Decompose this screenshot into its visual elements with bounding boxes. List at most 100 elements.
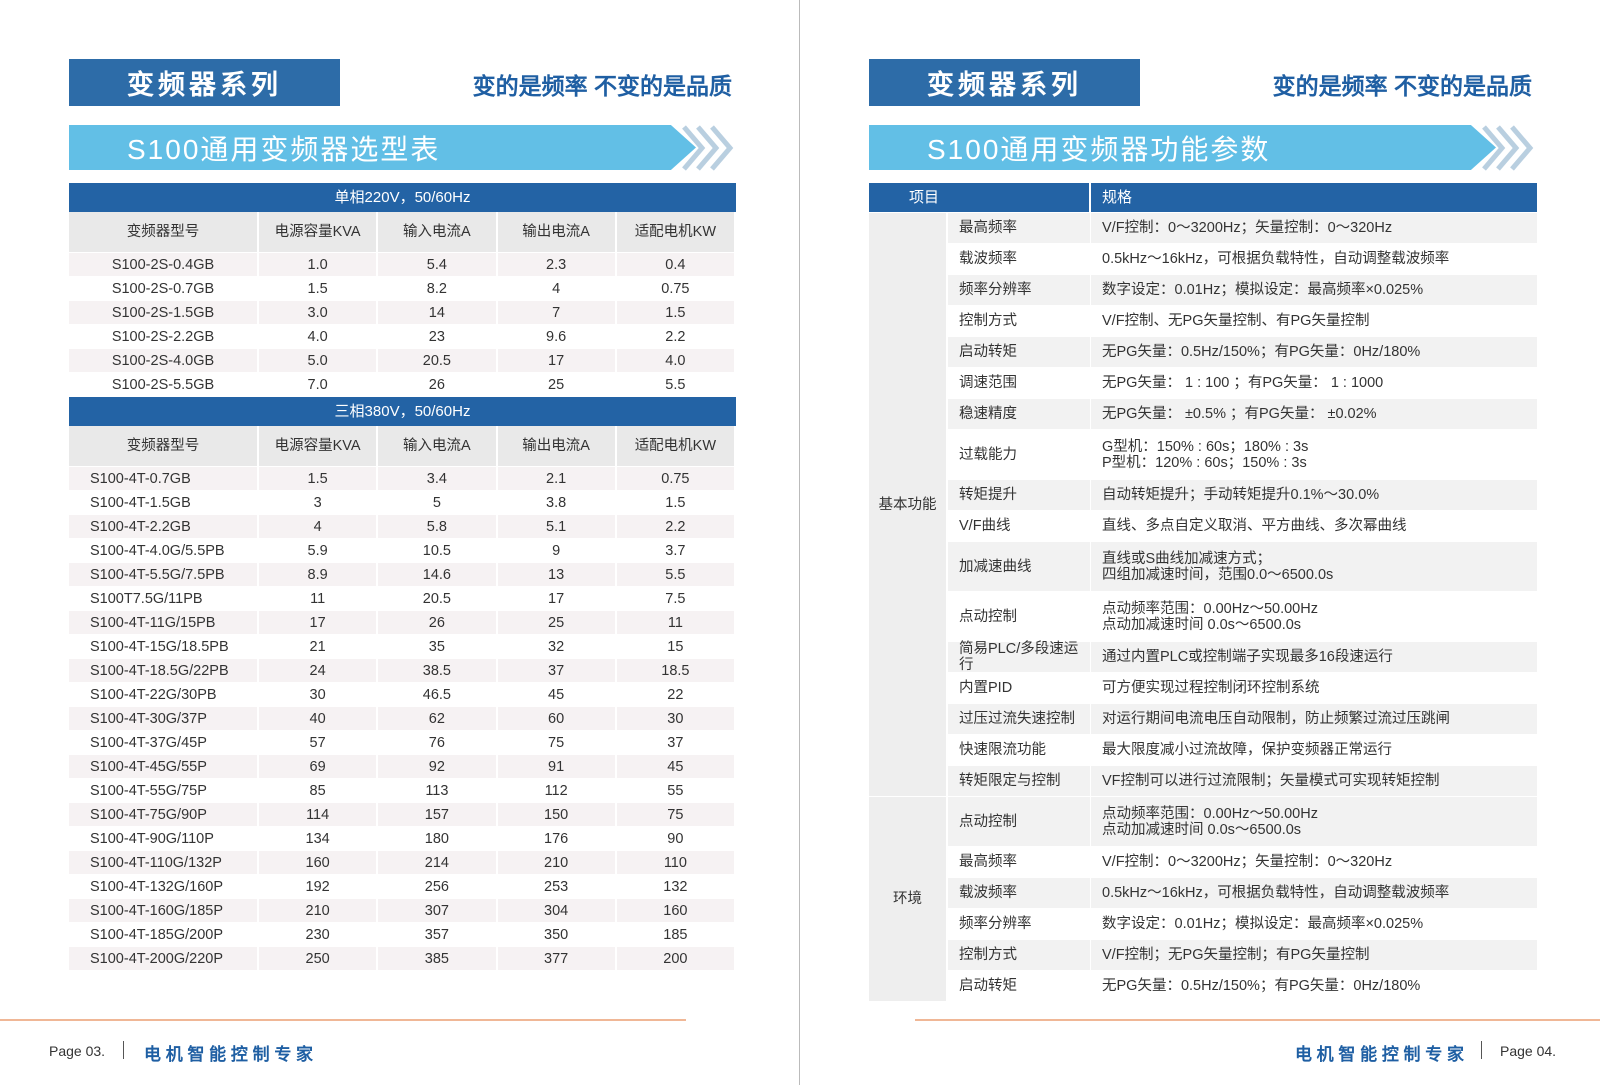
table-cell: 14 — [378, 301, 498, 324]
table-cell: 3.7 — [616, 539, 736, 562]
spec-cell: V/F控制、无PG矢量控制、有PG矢量控制 — [1091, 306, 1537, 336]
table-cell: 3.0 — [259, 301, 379, 324]
column-header: 变频器型号 — [69, 426, 259, 466]
table-cell: 26 — [378, 611, 498, 634]
table-cell: S100-4T-110G/132P — [69, 851, 259, 874]
spec-cell: 0.5kHz～16kHz，可根据负载特性，自动调整载波频率 — [1091, 878, 1537, 908]
item-cell: 稳速精度 — [948, 399, 1090, 429]
table-cell: 160 — [259, 851, 379, 874]
table-cell: S100-4T-15G/18.5PB — [69, 635, 259, 658]
table-cell: 210 — [497, 851, 617, 874]
table-cell: 0.4 — [616, 253, 736, 276]
table-cell: 0.75 — [616, 467, 736, 490]
column-header: 输出电流A — [497, 212, 617, 252]
footer-sep — [1481, 1041, 1482, 1059]
item-cell: 加减速曲线 — [948, 542, 1090, 591]
table-cell: S100-2S-0.7GB — [69, 277, 259, 300]
table-cell: 250 — [259, 947, 379, 970]
table-cell: 26 — [378, 373, 498, 396]
footer-line — [0, 1019, 686, 1021]
table-cell: S100-4T-200G/220P — [69, 947, 259, 970]
table-cell: 114 — [259, 803, 379, 826]
table-cell: 18.5 — [616, 659, 736, 682]
table-cell: 25 — [497, 611, 617, 634]
header-title: 变频器系列 — [869, 59, 1140, 106]
item-cell: 载波频率 — [948, 878, 1090, 908]
table-cell: 112 — [497, 779, 617, 802]
item-cell: 载波频率 — [948, 244, 1090, 274]
table-cell: 45 — [616, 755, 736, 778]
table-cell: 1.5 — [616, 491, 736, 514]
table-cell: 22 — [616, 683, 736, 706]
spec-cell: 直线或S曲线加减速方式； 四组加减速时间，范围0.0～6500.0s — [1091, 542, 1537, 591]
table-cell: 38.5 — [378, 659, 498, 682]
table-cell: S100-4T-1.5GB — [69, 491, 259, 514]
header-title: 变频器系列 — [69, 59, 340, 106]
table-cell: 30 — [259, 683, 379, 706]
footer-sep — [123, 1041, 124, 1059]
table-cell: 0.75 — [616, 277, 736, 300]
table-cell: 1.5 — [616, 301, 736, 324]
section-banner: S100通用变频器选型表 — [69, 125, 696, 170]
group-cell: 基本功能 — [869, 213, 946, 796]
spec-cell: 通过内置PLC或控制端子实现最多16段速运行 — [1091, 642, 1537, 672]
table-cell: 2.3 — [497, 253, 617, 276]
table-cell: 10.5 — [378, 539, 498, 562]
table-cell: 5 — [378, 491, 498, 514]
table-cell: 5.8 — [378, 515, 498, 538]
table-cell: 4 — [259, 515, 379, 538]
table-cell: 62 — [378, 707, 498, 730]
spec-cell: V/F控制：0～3200Hz；矢量控制：0～320Hz — [1091, 847, 1537, 877]
table-cell: 8.2 — [378, 277, 498, 300]
table-cell: 14.6 — [378, 563, 498, 586]
table-cell: 2.2 — [616, 515, 736, 538]
spec-cell: 无PG矢量： ±0.5% ；有PG矢量： ±0.02% — [1091, 399, 1537, 429]
spec-cell: 可方便实现过程控制闭环控制系统 — [1091, 673, 1537, 703]
table-cell: 110 — [616, 851, 736, 874]
slogan: 变的是频率 不变的是品质 — [472, 73, 732, 99]
table-cell: 75 — [497, 731, 617, 754]
group-cell: 环境 — [869, 797, 946, 1001]
table-cell: S100-4T-37G/45P — [69, 731, 259, 754]
column-header: 输入电流A — [378, 426, 498, 466]
table-cell: 60 — [497, 707, 617, 730]
table-cell: 5.0 — [259, 349, 379, 372]
table-cell: 5.1 — [497, 515, 617, 538]
table-cell: 4.0 — [259, 325, 379, 348]
table-cell: S100T7.5G/11PB — [69, 587, 259, 610]
tagline: 电 机 智 能 控 制 专 家 — [1294, 1045, 1464, 1064]
table-cell: 3 — [259, 491, 379, 514]
table-cell: 37 — [497, 659, 617, 682]
spec-cell: 对运行期间电流电压自动限制，防止频繁过流过压跳闸 — [1091, 704, 1537, 734]
spec-cell: 点动频率范围：0.00Hz～50.00Hz 点动加减速时间 0.0s～6500.… — [1091, 592, 1537, 641]
table-cell: 5.5 — [616, 373, 736, 396]
table-cell: S100-4T-185G/200P — [69, 923, 259, 946]
spec-cell: 自动转矩提升；手动转矩提升0.1%～30.0% — [1091, 480, 1537, 510]
column-rule — [1089, 183, 1091, 212]
table-cell: 21 — [259, 635, 379, 658]
item-cell: V/F曲线 — [948, 511, 1090, 541]
table-cell: 304 — [497, 899, 617, 922]
table-cell: 91 — [497, 755, 617, 778]
table-cell: 17 — [497, 587, 617, 610]
table-cell: 377 — [497, 947, 617, 970]
chevrons — [682, 125, 734, 171]
table-cell: 132 — [616, 875, 736, 898]
table-cell: S100-4T-11G/15PB — [69, 611, 259, 634]
table-cell: 134 — [259, 827, 379, 850]
spec-cell: 无PG矢量：0.5Hz/150%；有PG矢量：0Hz/180% — [1091, 337, 1537, 367]
column-header: 项目 — [869, 183, 946, 212]
table-cell: 1.5 — [259, 277, 379, 300]
table-heading: 三相380V，50/60Hz — [69, 397, 736, 426]
table-cell: 15 — [616, 635, 736, 658]
table-cell: 24 — [259, 659, 379, 682]
table-cell: 7 — [497, 301, 617, 324]
table-cell: 85 — [259, 779, 379, 802]
table-cell: 113 — [378, 779, 498, 802]
table-cell: S100-4T-4.0G/5.5PB — [69, 539, 259, 562]
table-cell: 17 — [497, 349, 617, 372]
table-cell: 253 — [497, 875, 617, 898]
table-cell: 37 — [616, 731, 736, 754]
spec-cell: 数字设定：0.01Hz；模拟设定：最高频率×0.025% — [1091, 909, 1537, 939]
table-cell: 5.9 — [259, 539, 379, 562]
